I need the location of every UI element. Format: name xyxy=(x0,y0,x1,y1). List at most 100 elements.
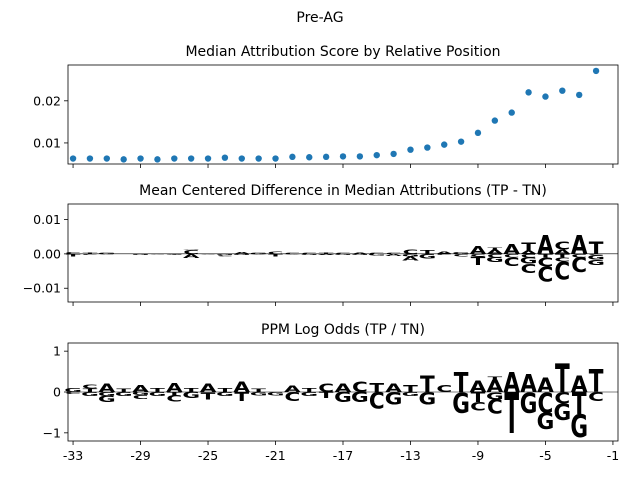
logo-letter-c: C xyxy=(571,254,587,277)
logo-letter-a: A xyxy=(503,242,520,257)
logo-letter-c: C xyxy=(436,254,452,256)
y-tick-label: 1 xyxy=(53,344,61,359)
data-point xyxy=(238,155,245,162)
logo-letter-g: G xyxy=(520,387,538,419)
logo-letter-c: C xyxy=(284,390,300,404)
data-point xyxy=(339,153,347,160)
y-tick-label: −1 xyxy=(43,425,61,440)
logo-letter-g: G xyxy=(115,391,133,398)
logo-letter-a: A xyxy=(284,384,301,394)
logo-letter-c: C xyxy=(301,252,317,254)
logo-letter-t: T xyxy=(589,238,604,258)
figure-suptitle: Pre-AG xyxy=(296,10,343,26)
data-point xyxy=(373,151,380,159)
x-tick-label: -9 xyxy=(472,448,485,463)
data-point xyxy=(204,155,212,162)
logo-letter-a: A xyxy=(385,253,402,256)
logo-letter-g: G xyxy=(351,254,369,256)
logo-letter-c: C xyxy=(538,256,554,270)
data-point xyxy=(491,117,499,124)
logo-letter-t: T xyxy=(521,241,536,254)
logo-letter-a: A xyxy=(571,230,588,260)
logo-letter-g: G xyxy=(64,387,82,393)
logo-letter-c: C xyxy=(200,254,216,255)
panel-title: Median Attribution Score by Relative Pos… xyxy=(185,44,500,60)
logo-letter-c: C xyxy=(554,240,570,252)
logo-letter-c: C xyxy=(386,252,402,254)
logo-letter-a: A xyxy=(200,382,218,395)
logo-letter-a: A xyxy=(554,248,572,255)
logo-letter-g: G xyxy=(98,253,116,255)
logo-letter-c: C xyxy=(369,389,385,414)
x-tick-label: -21 xyxy=(265,448,285,463)
logo-letter-t: T xyxy=(319,390,335,400)
data-point xyxy=(424,144,431,151)
logo-letter-a: A xyxy=(470,379,487,396)
logo-letter-t: T xyxy=(471,390,486,406)
data-point xyxy=(592,67,600,75)
logo-letter-a: A xyxy=(487,376,504,396)
logo-letter-c: C xyxy=(150,254,166,255)
logo-letter-c: C xyxy=(217,253,233,254)
logo-letter-g: G xyxy=(368,253,386,256)
logo-letter-a: A xyxy=(520,250,537,255)
logo-letter-g: G xyxy=(300,391,318,398)
logo-letter-g: G xyxy=(300,254,318,256)
logo-letter-g: G xyxy=(132,254,150,256)
logo-letter-g: G xyxy=(182,390,200,400)
logo-letter-c: C xyxy=(133,394,149,401)
logo-letter-c: C xyxy=(65,251,81,254)
logo-letter-c: C xyxy=(403,248,419,255)
plot-area: 0.01 0.02 xyxy=(33,64,619,168)
data-point xyxy=(221,154,229,161)
logo-letter-t: T xyxy=(420,248,435,255)
logo-letter-c: C xyxy=(369,252,385,254)
logo-letter-c: C xyxy=(521,253,537,258)
x-tick-label: -33 xyxy=(63,448,83,463)
logo-letter-a: A xyxy=(402,255,420,262)
logo-letter-g: G xyxy=(81,391,99,398)
logo-letter-c: C xyxy=(82,254,98,256)
logo-letter-t: T xyxy=(83,253,99,255)
data-point xyxy=(120,156,127,163)
logo-letter-g: G xyxy=(452,251,470,254)
logo-letter-t: T xyxy=(538,253,553,258)
logo-letter-a: A xyxy=(385,382,403,395)
logo-letter-a: A xyxy=(250,254,267,255)
logo-letter-c: C xyxy=(554,390,570,407)
logo-letter-g: G xyxy=(553,400,571,425)
logo-letter-c: C xyxy=(217,255,233,257)
logo-letter-a: A xyxy=(166,381,183,395)
logo-letter-c: C xyxy=(554,257,570,286)
logo-letter-t: T xyxy=(116,388,131,393)
logo-letter-c: C xyxy=(470,253,486,257)
logo-letter-a: A xyxy=(571,373,588,398)
logo-letter-c: C xyxy=(436,382,452,394)
panel-title: PPM Log Odds (TP / TN) xyxy=(261,322,425,338)
logo-letter-c: C xyxy=(538,387,554,419)
logo-letter-a: A xyxy=(520,368,537,398)
logo-letter-c: C xyxy=(504,256,520,270)
data-point xyxy=(289,153,296,161)
logo-letter-c: C xyxy=(318,382,334,395)
data-point xyxy=(559,87,566,94)
logo-letter-a: A xyxy=(132,382,149,394)
data-point xyxy=(542,93,549,100)
logo-letter-a: A xyxy=(233,380,250,396)
logo-letter-t: T xyxy=(268,253,283,257)
x-tick-label: -13 xyxy=(400,448,420,463)
logo-letter-g: G xyxy=(452,387,470,419)
logo-letter-c: C xyxy=(588,254,604,256)
data-point xyxy=(171,155,178,162)
logo-letter-g: G xyxy=(132,391,150,396)
logo-letter-t: T xyxy=(234,390,249,404)
y-tick-label: −0.01 xyxy=(23,281,61,296)
logo-letter-c: C xyxy=(453,253,469,257)
logo-letter-g: G xyxy=(216,254,234,256)
logo-letter-g: G xyxy=(419,253,437,260)
logo-letter-g: G xyxy=(165,254,183,255)
logo-letter-a: A xyxy=(233,251,250,254)
logo-letter-g: G xyxy=(587,254,605,261)
